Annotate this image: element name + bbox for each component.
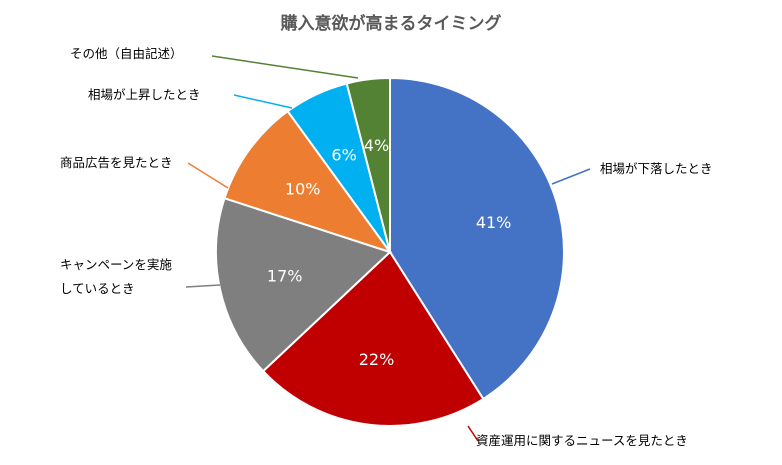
slice-value-label-6: 4% (364, 136, 389, 155)
pie-slice-3 (215, 196, 392, 373)
leader-line-3 (185, 284, 221, 288)
slice-value-label-3: 17% (267, 267, 303, 286)
category-label-1: 相場が下落したとき (600, 161, 713, 176)
category-label-5: 相場が上昇したとき (88, 87, 201, 102)
category-label-3: キャンペーンを実施しているとき (60, 257, 172, 296)
leader-line-6 (211, 55, 359, 79)
pie-slice-6 (345, 76, 391, 253)
leader-line-4 (187, 162, 229, 189)
leader-line-2 (467, 425, 479, 442)
category-label-4: 商品広告を見たとき (60, 155, 173, 170)
chart-title: 購入意欲が高まるタイミング (280, 14, 502, 34)
leader-line-5 (233, 94, 293, 109)
category-label-2: 資産運用に関するニュースを見たとき (476, 433, 688, 448)
slice-value-label-5: 6% (331, 145, 356, 164)
slice-value-label-4: 10% (285, 180, 321, 199)
slice-value-label-2: 22% (359, 350, 395, 369)
pie-slice-4 (223, 109, 393, 254)
leader-line-1 (551, 168, 591, 185)
pie-slice-2 (261, 250, 485, 427)
slice-value-label-1: 41% (476, 213, 512, 232)
category-label-6: その他（自由記述） (70, 46, 183, 61)
